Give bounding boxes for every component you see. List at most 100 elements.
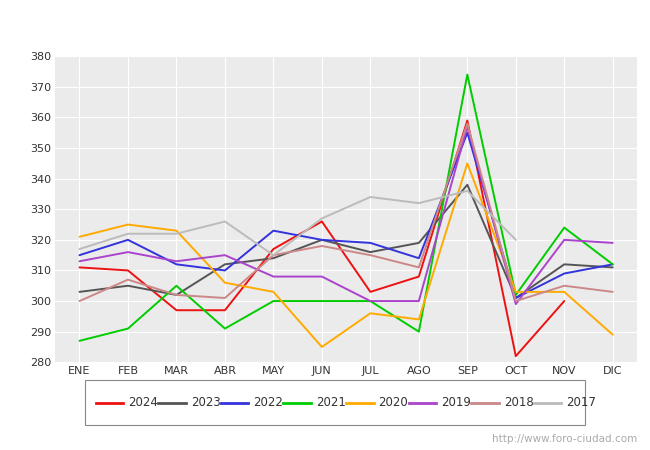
2018	[415, 265, 422, 270]
2023	[75, 289, 83, 295]
2019	[560, 237, 568, 243]
2023	[463, 182, 471, 188]
2018	[75, 298, 83, 304]
2021	[75, 338, 83, 343]
2024	[221, 307, 229, 313]
Text: 2021: 2021	[316, 396, 346, 409]
2019	[463, 124, 471, 129]
2017	[318, 216, 326, 221]
2023	[609, 265, 617, 270]
Line: 2024: 2024	[79, 121, 564, 356]
2019	[318, 274, 326, 279]
2018	[124, 277, 132, 282]
2023	[270, 256, 278, 261]
Line: 2021: 2021	[79, 75, 613, 341]
2020	[512, 289, 520, 295]
2024	[318, 219, 326, 224]
2021	[415, 329, 422, 334]
2021	[609, 261, 617, 267]
2019	[270, 274, 278, 279]
2024	[463, 118, 471, 123]
2022	[560, 271, 568, 276]
2018	[270, 252, 278, 258]
2023	[367, 249, 374, 255]
2019	[124, 249, 132, 255]
2022	[367, 240, 374, 246]
2022	[609, 261, 617, 267]
2019	[221, 252, 229, 258]
2017	[172, 231, 180, 236]
Text: 2022: 2022	[254, 396, 283, 409]
Text: 2020: 2020	[378, 396, 408, 409]
2019	[512, 302, 520, 307]
2023	[560, 261, 568, 267]
2021	[512, 292, 520, 297]
2020	[609, 332, 617, 338]
2023	[318, 237, 326, 243]
2018	[367, 252, 374, 258]
2024	[270, 246, 278, 252]
2018	[172, 292, 180, 297]
2020	[560, 289, 568, 295]
2024	[512, 353, 520, 359]
2017	[124, 231, 132, 236]
2020	[124, 222, 132, 227]
2021	[221, 326, 229, 331]
2021	[560, 225, 568, 230]
2024	[75, 265, 83, 270]
2020	[221, 280, 229, 285]
2018	[609, 289, 617, 295]
2024	[367, 289, 374, 295]
Line: 2023: 2023	[79, 185, 613, 298]
2022	[512, 295, 520, 301]
2018	[560, 283, 568, 288]
Line: 2022: 2022	[79, 133, 613, 298]
2018	[512, 298, 520, 304]
Line: 2017: 2017	[79, 191, 516, 255]
2020	[463, 161, 471, 166]
2018	[463, 121, 471, 126]
2023	[415, 240, 422, 246]
2020	[270, 289, 278, 295]
2017	[415, 200, 422, 206]
Text: 2019: 2019	[441, 396, 471, 409]
2017	[463, 188, 471, 194]
2020	[367, 310, 374, 316]
2020	[318, 344, 326, 350]
2019	[75, 259, 83, 264]
2024	[124, 268, 132, 273]
Text: 2017: 2017	[566, 396, 596, 409]
2017	[75, 246, 83, 252]
2023	[124, 283, 132, 288]
2017	[512, 237, 520, 243]
2022	[172, 261, 180, 267]
2022	[463, 130, 471, 135]
2022	[124, 237, 132, 243]
2019	[367, 298, 374, 304]
Text: 2018: 2018	[504, 396, 534, 409]
2018	[318, 243, 326, 249]
2022	[75, 252, 83, 258]
2021	[172, 283, 180, 288]
2019	[609, 240, 617, 246]
2021	[463, 72, 471, 77]
Line: 2018: 2018	[79, 124, 613, 301]
2018	[221, 295, 229, 301]
2017	[221, 219, 229, 224]
2023	[221, 261, 229, 267]
Text: Afiliados en Morales de Toro a 30/11/2024: Afiliados en Morales de Toro a 30/11/202…	[136, 14, 514, 32]
2022	[270, 228, 278, 234]
2020	[172, 228, 180, 234]
2023	[512, 295, 520, 301]
2021	[124, 326, 132, 331]
2020	[415, 317, 422, 322]
2019	[172, 259, 180, 264]
Text: http://www.foro-ciudad.com: http://www.foro-ciudad.com	[492, 434, 637, 444]
2017	[270, 252, 278, 258]
2019	[415, 298, 422, 304]
2024	[172, 307, 180, 313]
2021	[318, 298, 326, 304]
2017	[367, 194, 374, 200]
2022	[221, 268, 229, 273]
Text: 2024: 2024	[128, 396, 158, 409]
